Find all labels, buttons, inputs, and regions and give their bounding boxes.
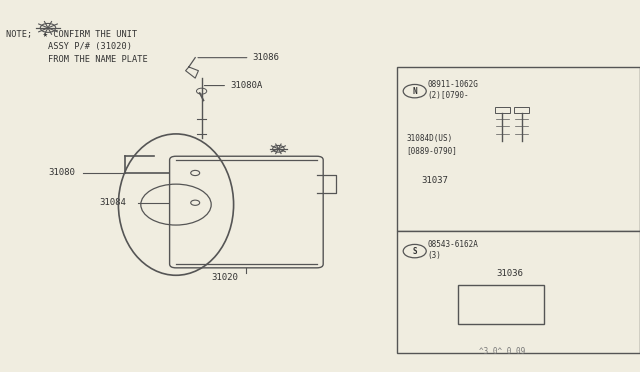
FancyBboxPatch shape <box>170 156 323 268</box>
FancyBboxPatch shape <box>495 107 510 113</box>
Text: 08543-6162A
(3): 08543-6162A (3) <box>428 240 478 260</box>
Text: ^3 0^ 0 09: ^3 0^ 0 09 <box>479 347 525 356</box>
Text: 31084D(US)
[0889-0790]: 31084D(US) [0889-0790] <box>406 134 457 155</box>
Text: 31037: 31037 <box>421 176 448 185</box>
Text: 31080A: 31080A <box>230 81 262 90</box>
FancyBboxPatch shape <box>458 285 544 324</box>
Text: 31036: 31036 <box>496 269 523 278</box>
Text: S: S <box>412 247 417 256</box>
Text: 31084: 31084 <box>99 198 126 207</box>
Text: 31020: 31020 <box>211 273 238 282</box>
Text: 08911-1062G
(2)[0790-: 08911-1062G (2)[0790- <box>428 80 478 100</box>
Circle shape <box>191 170 200 176</box>
FancyBboxPatch shape <box>397 231 640 353</box>
Text: 31086: 31086 <box>253 53 280 62</box>
FancyBboxPatch shape <box>514 107 529 113</box>
Text: 31080: 31080 <box>48 169 75 177</box>
Text: NOTE;  ★ CONFIRM THE UNIT
        ASSY P/# (31020)
        FROM THE NAME PLATE: NOTE; ★ CONFIRM THE UNIT ASSY P/# (31020… <box>6 30 148 64</box>
Text: N: N <box>412 87 417 96</box>
FancyBboxPatch shape <box>397 67 640 231</box>
Circle shape <box>191 200 200 205</box>
